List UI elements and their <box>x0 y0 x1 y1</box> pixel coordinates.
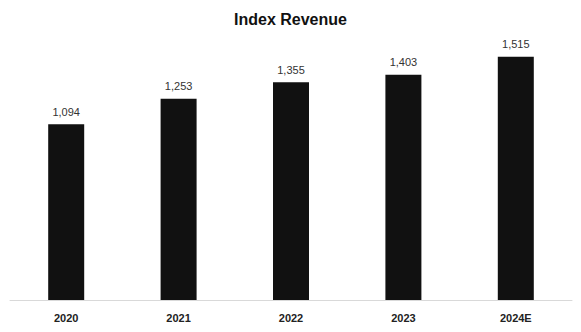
svg-text:1,094: 1,094 <box>52 106 80 118</box>
svg-text:1,515: 1,515 <box>502 38 530 50</box>
svg-text:2024E: 2024E <box>500 312 532 324</box>
svg-text:1,253: 1,253 <box>165 80 193 92</box>
svg-text:1,403: 1,403 <box>390 56 418 68</box>
svg-text:2021: 2021 <box>166 312 190 324</box>
svg-text:2020: 2020 <box>54 312 78 324</box>
svg-text:Index Revenue: Index Revenue <box>234 11 347 28</box>
svg-text:2022: 2022 <box>279 312 303 324</box>
svg-text:1,355: 1,355 <box>277 64 305 76</box>
svg-text:2023: 2023 <box>391 312 415 324</box>
